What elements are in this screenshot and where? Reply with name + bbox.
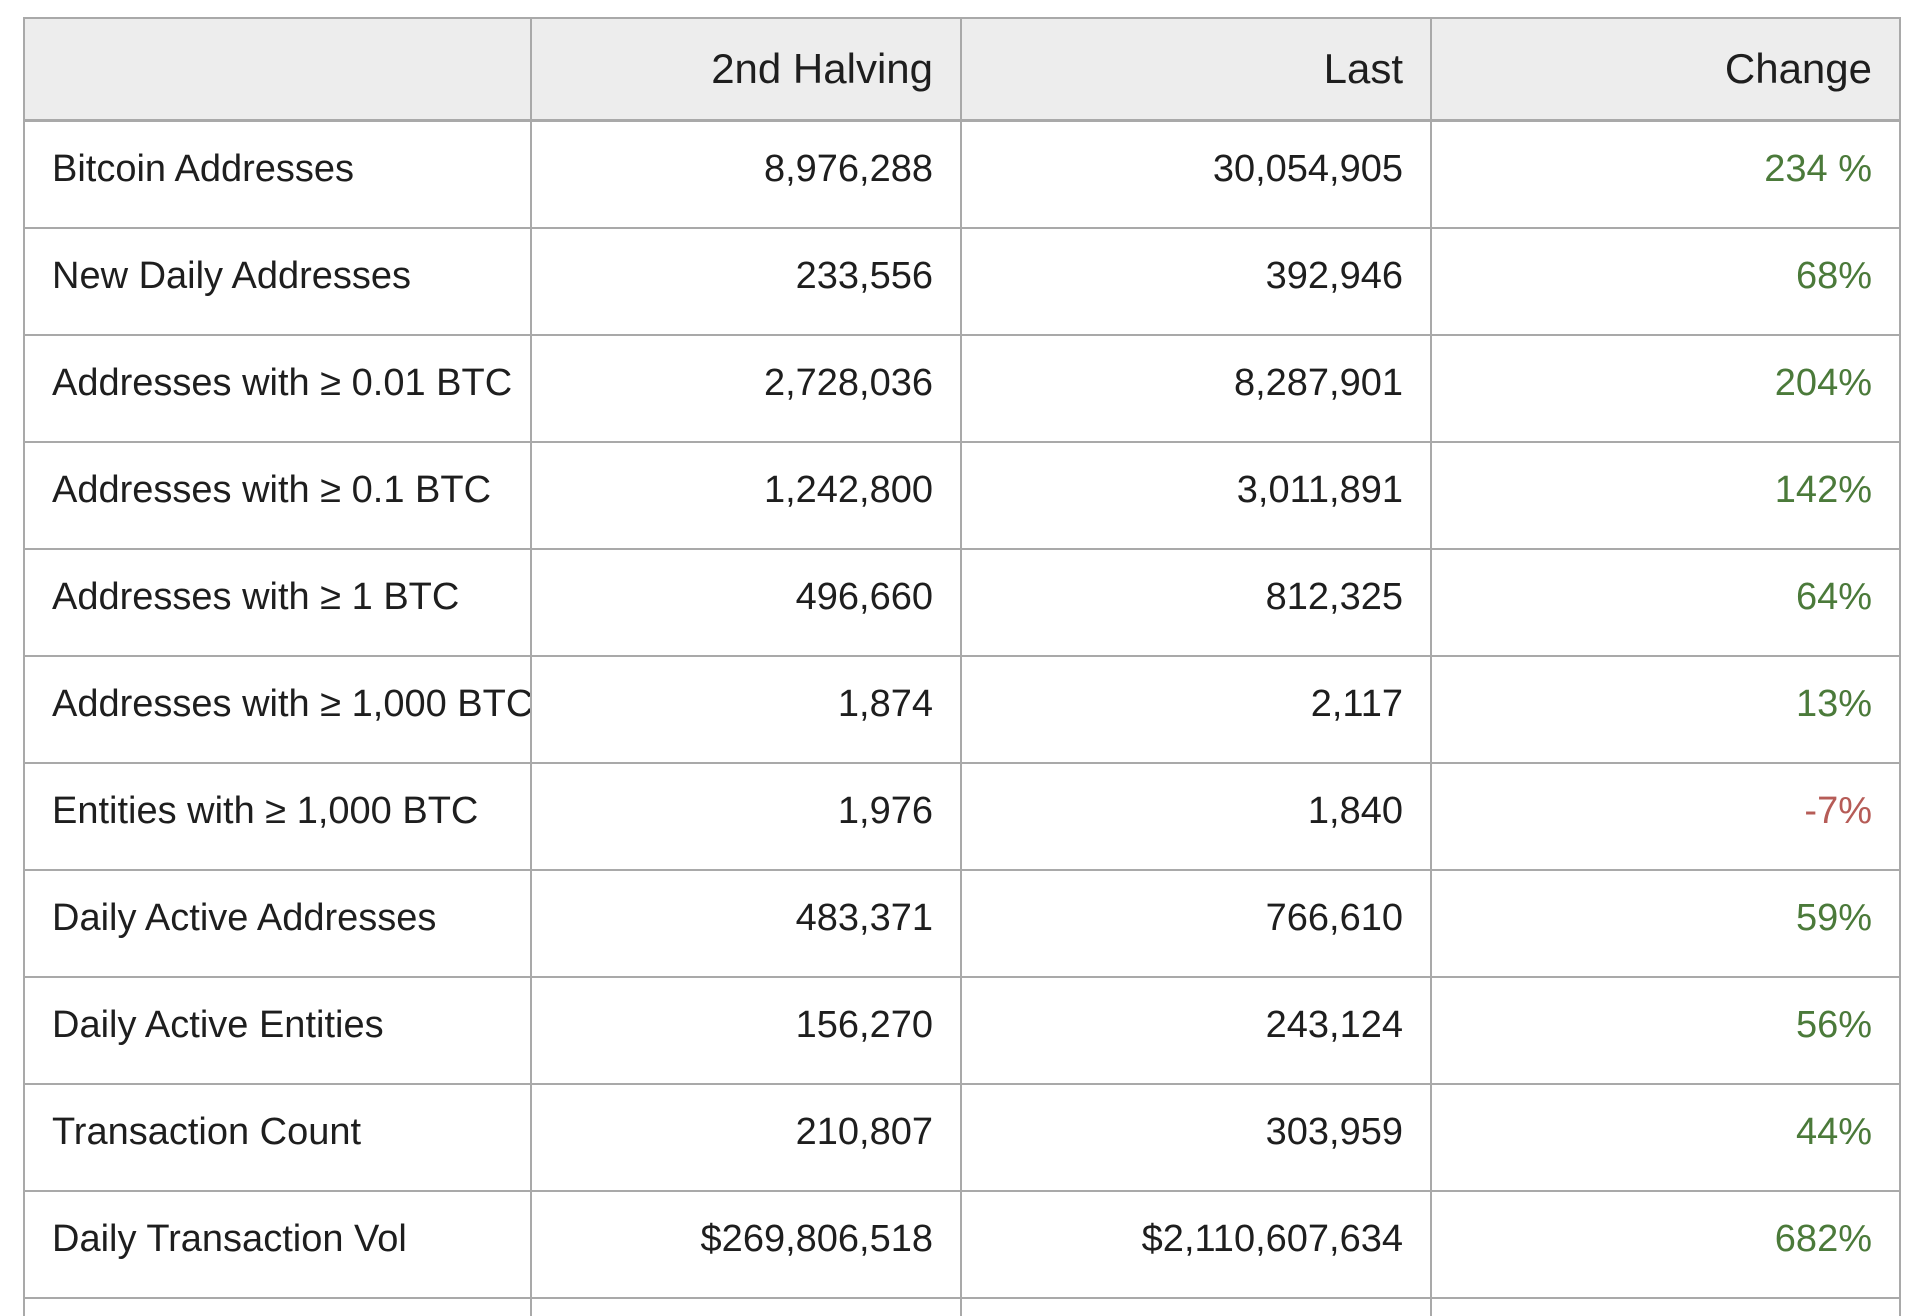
table-row: Daily Active Entities 156,270 243,124 56%	[23, 976, 1901, 1085]
metric-name-cell: Transaction Count	[23, 1083, 532, 1192]
table-header-row: 2nd Halving Last Change	[23, 17, 1901, 122]
metric-name-cell: Addresses with ≥ 0.01 BTC	[23, 334, 532, 443]
table-row: New Daily Addresses 233,556 392,946 68%	[23, 227, 1901, 336]
table-row: Addresses with ≥ 0.1 BTC 1,242,800 3,011,8…	[23, 441, 1901, 550]
metric-name-cell: Addresses with ≥ 0.1 BTC	[23, 441, 532, 550]
change-percent-cell: 234 %	[1430, 119, 1901, 229]
change-percent-cell: 44%	[1430, 1083, 1901, 1192]
table-row: Addresses with ≥ 1 BTC 496,660 812,325 64%	[23, 548, 1901, 657]
last-value-cell: 243,124	[960, 976, 1432, 1085]
metric-name-cell: Hash Rate	[23, 1297, 532, 1316]
second-halving-value-cell: 210,807	[530, 1083, 962, 1192]
table-row: Bitcoin Addresses 8,976,288 30,054,905 234 …	[23, 119, 1901, 229]
second-halving-value-cell: 1,976	[530, 762, 962, 871]
change-percent-cell: 68%	[1430, 227, 1901, 336]
second-halving-value-cell: 1,874	[530, 655, 962, 764]
table-row: Entities with ≥ 1,000 BTC 1,976 1,840 -7%	[23, 762, 1901, 871]
last-value-cell: 1,840	[960, 762, 1432, 871]
table-row: Addresses with ≥ 0.01 BTC 2,728,036 8,287,…	[23, 334, 1901, 443]
last-value-cell: 392,946	[960, 227, 1432, 336]
metric-name-cell: Daily Active Entities	[23, 976, 532, 1085]
change-percent-cell: 682%	[1430, 1190, 1901, 1299]
second-halving-value-cell: 156,270	[530, 976, 962, 1085]
second-halving-value-cell: 2,728,036	[530, 334, 962, 443]
second-halving-value-cell: $269,806,518	[530, 1190, 962, 1299]
second-halving-value-cell: 1,242,800	[530, 441, 962, 550]
second-halving-value-cell: 496,660	[530, 548, 962, 657]
metric-name-cell: Daily Transaction Vol	[23, 1190, 532, 1299]
change-percent-cell: 56%	[1430, 976, 1901, 1085]
second-halving-value-cell: 483,371	[530, 869, 962, 978]
metric-name-cell: Daily Active Addresses	[23, 869, 532, 978]
last-value-cell: 30,054,905	[960, 119, 1432, 229]
metric-name-cell: Entities with ≥ 1,000 BTC	[23, 762, 532, 871]
table-row: Transaction Count 210,807 303,959 44%	[23, 1083, 1901, 1192]
change-percent-cell: 142%	[1430, 441, 1901, 550]
second-halving-value-cell: 1,571,587 TH / sec	[530, 1297, 962, 1316]
column-header-metric	[23, 17, 532, 122]
change-percent-cell: 13%	[1430, 655, 1901, 764]
metric-name-cell: New Daily Addresses	[23, 227, 532, 336]
change-percent-cell: 6837%	[1430, 1297, 1901, 1316]
last-value-cell: 3,011,891	[960, 441, 1432, 550]
metric-name-cell: Addresses with ≥ 1 BTC	[23, 548, 532, 657]
change-percent-cell: -7%	[1430, 762, 1901, 871]
table-row: Hash Rate1,571,587 TH / sec109,034,592 T…	[23, 1297, 1901, 1316]
column-header-change: Change	[1430, 17, 1901, 122]
last-value-cell: $2,110,607,634	[960, 1190, 1432, 1299]
column-header-2nd-halving: 2nd Halving	[530, 17, 962, 122]
last-value-cell: 766,610	[960, 869, 1432, 978]
bitcoin-halving-stats-table: 2nd Halving Last Change Bitcoin Addresse…	[23, 17, 1901, 1316]
second-halving-value-cell: 233,556	[530, 227, 962, 336]
last-value-cell: 2,117	[960, 655, 1432, 764]
column-header-last: Last	[960, 17, 1432, 122]
change-percent-cell: 59%	[1430, 869, 1901, 978]
table-row: Daily Active Addresses 483,371 766,610 59%	[23, 869, 1901, 978]
last-value-cell: 812,325	[960, 548, 1432, 657]
change-percent-cell: 64%	[1430, 548, 1901, 657]
last-value-cell: 303,959	[960, 1083, 1432, 1192]
second-halving-value-cell: 8,976,288	[530, 119, 962, 229]
last-value-cell: 8,287,901	[960, 334, 1432, 443]
metric-name-cell: Addresses with ≥ 1,000 BTC	[23, 655, 532, 764]
change-percent-cell: 204%	[1430, 334, 1901, 443]
table-row: Addresses with ≥ 1,000 BTC 1,874 2,117 13%	[23, 655, 1901, 764]
table-body: Bitcoin Addresses 8,976,288 30,054,905 234 …	[23, 119, 1901, 1316]
table-row: Daily Transaction Vol $269,806,518 $2,110,…	[23, 1190, 1901, 1299]
metric-name-cell: Bitcoin Addresses	[23, 119, 532, 229]
last-value-cell: 109,034,592 TH / sec	[960, 1297, 1432, 1316]
